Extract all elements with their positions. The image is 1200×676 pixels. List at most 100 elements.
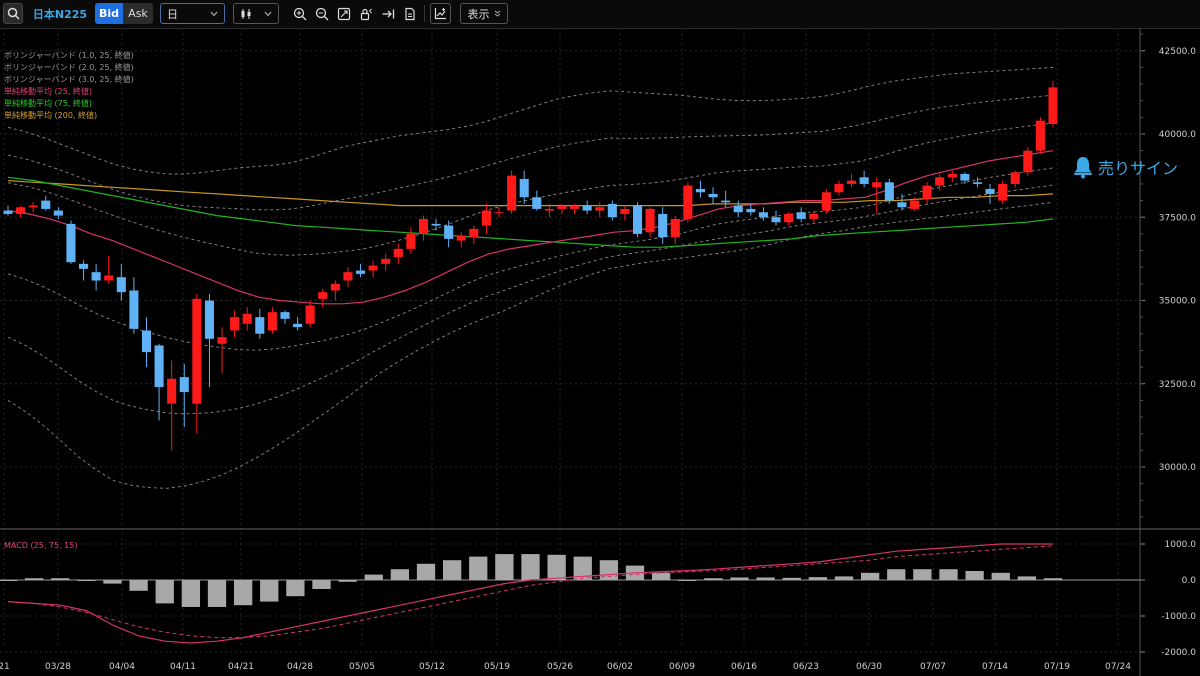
candle-body[interactable] (456, 235, 466, 241)
candle-body[interactable] (179, 377, 189, 393)
candle-body[interactable] (167, 378, 177, 404)
fit-screen-button[interactable] (335, 5, 352, 22)
candle-body[interactable] (1035, 120, 1045, 151)
candle-body[interactable] (947, 173, 957, 178)
symbol-label[interactable]: 日本N225 (32, 7, 88, 21)
candle-body[interactable] (318, 292, 328, 299)
candle-body[interactable] (557, 205, 567, 209)
zoom-out-button[interactable] (313, 5, 330, 22)
candle-body[interactable] (255, 317, 265, 334)
candle-body[interactable] (406, 233, 416, 249)
candle-body[interactable] (355, 270, 366, 274)
candle-body[interactable] (28, 205, 38, 208)
candle-body[interactable] (922, 185, 932, 199)
candle-body[interactable] (129, 290, 139, 329)
candle-body[interactable] (1048, 87, 1058, 125)
candle-body[interactable] (708, 193, 718, 198)
candle-body[interactable] (53, 210, 63, 216)
candle-body[interactable] (544, 208, 554, 211)
legend-macd[interactable]: MACD (25, 75, 15) (4, 541, 78, 550)
candle-body[interactable] (645, 208, 655, 233)
candle-body[interactable] (393, 248, 403, 258)
candle-body[interactable] (821, 192, 831, 211)
candle-body[interactable] (847, 180, 857, 184)
candle-body[interactable] (884, 182, 894, 201)
candle-body[interactable] (267, 312, 277, 331)
scroll-to-latest-button[interactable] (379, 5, 396, 22)
candle-body[interactable] (116, 277, 126, 293)
candle-body[interactable] (3, 210, 13, 214)
legend-bollinger-3[interactable]: ボリンジャーバンド (3.0, 25, 終値) (4, 75, 134, 84)
candle-body[interactable] (91, 272, 101, 281)
candle-body[interactable] (909, 200, 920, 209)
candle-body[interactable] (204, 300, 214, 339)
candle-body[interactable] (607, 203, 617, 218)
candle-body[interactable] (570, 205, 580, 209)
legend-bollinger-1[interactable]: ボリンジャーバンド (1.0, 25, 終値) (4, 51, 134, 60)
candle-body[interactable] (985, 188, 995, 194)
candle-body[interactable] (582, 205, 592, 211)
candle-body[interactable] (41, 200, 51, 209)
legend-sma25[interactable]: 単純移動平均 (25, 終値) (4, 87, 93, 96)
document-button[interactable] (401, 5, 418, 22)
candle-body[interactable] (381, 258, 391, 264)
candle-body[interactable] (733, 205, 743, 213)
candle-body[interactable] (66, 223, 76, 263)
candle-body[interactable] (532, 197, 542, 209)
candle-body[interactable] (418, 218, 429, 234)
candle-body[interactable] (595, 207, 605, 211)
candle-body[interactable] (670, 218, 680, 238)
bid-button[interactable]: Bid (95, 3, 123, 24)
candle-body[interactable] (444, 225, 454, 239)
candle-body[interactable] (620, 208, 630, 214)
candle-body[interactable] (758, 212, 768, 218)
candle-body[interactable] (658, 213, 668, 238)
candle-body[interactable] (935, 177, 945, 186)
candle-body[interactable] (632, 205, 643, 234)
candle-body[interactable] (972, 182, 982, 184)
legend-sma200[interactable]: 単純移動平均 (200, 終値) (4, 111, 98, 120)
lock-scale-button[interactable] (357, 5, 374, 22)
candle-body[interactable] (960, 173, 970, 181)
candle-body[interactable] (746, 208, 756, 213)
candle-body[interactable] (481, 210, 491, 226)
ask-button[interactable]: Ask (123, 3, 153, 24)
candle-body[interactable] (16, 207, 26, 214)
candle-body[interactable] (519, 178, 529, 198)
candle-body[interactable] (771, 217, 781, 223)
candle-body[interactable] (695, 188, 706, 193)
display-menu-button[interactable]: 表示 (460, 3, 508, 24)
candle-body[interactable] (859, 177, 869, 184)
candle-body[interactable] (872, 182, 882, 188)
candle-body[interactable] (104, 275, 114, 281)
candle-body[interactable] (293, 323, 303, 328)
candle-body[interactable] (998, 183, 1008, 201)
candle-body[interactable] (809, 213, 819, 219)
timeframe-select[interactable]: 日 (160, 3, 225, 24)
candle-body[interactable] (141, 330, 152, 353)
candle-body[interactable] (469, 228, 479, 238)
candle-body[interactable] (330, 283, 340, 291)
candle-body[interactable] (784, 213, 794, 223)
legend-sma75[interactable]: 単純移動平均 (75, 終値) (4, 99, 93, 108)
candle-body[interactable] (1010, 172, 1020, 184)
candle-body[interactable] (217, 337, 227, 344)
candle-body[interactable] (494, 212, 504, 214)
chart-type-select[interactable] (233, 3, 279, 24)
candle-body[interactable] (897, 202, 907, 208)
candle-body[interactable] (242, 313, 252, 324)
candle-body[interactable] (230, 317, 240, 331)
candle-body[interactable] (796, 212, 806, 219)
candle-body[interactable] (431, 223, 441, 226)
candle-body[interactable] (192, 298, 202, 404)
candle-body[interactable] (79, 263, 89, 269)
sell-signal[interactable]: 売りサイン (1072, 155, 1178, 179)
candle-body[interactable] (343, 272, 353, 281)
indicator-button[interactable] (430, 3, 451, 24)
candle-body[interactable] (1023, 150, 1033, 173)
candle-body[interactable] (721, 200, 731, 203)
candle-body[interactable] (154, 345, 164, 388)
chart-area[interactable]: 21 03/28 04/04 04/11 04/21 04/28 05/05 05/12 05/… (0, 28, 1200, 676)
candle-body[interactable] (280, 312, 290, 319)
candle-body[interactable] (368, 265, 378, 271)
